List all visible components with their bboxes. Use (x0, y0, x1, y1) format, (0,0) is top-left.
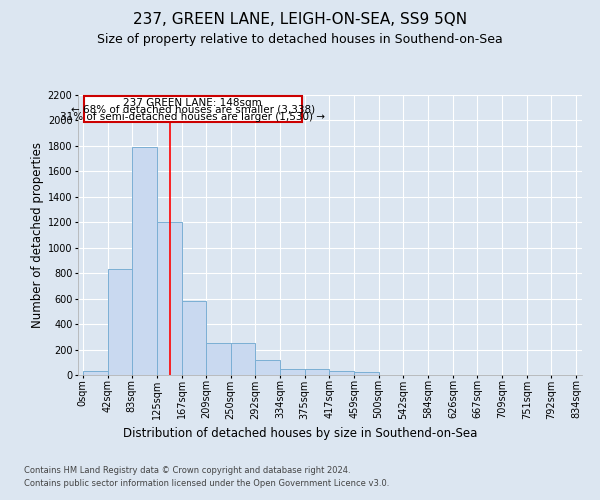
Bar (157, 222, 182, 375)
Text: Contains public sector information licensed under the Open Government Licence v3: Contains public sector information licen… (24, 478, 389, 488)
Bar (182, 301, 206, 375)
Y-axis label: Number of detached properties: Number of detached properties (31, 142, 44, 328)
Bar (206, 342, 231, 375)
Text: 237, GREEN LANE, LEIGH-ON-SEA, SS9 5QN: 237, GREEN LANE, LEIGH-ON-SEA, SS9 5QN (133, 12, 467, 28)
Bar (107, 270, 133, 375)
Bar (230, 342, 256, 375)
Bar (280, 370, 305, 375)
Text: Distribution of detached houses by size in Southend-on-Sea: Distribution of detached houses by size … (123, 428, 477, 440)
FancyBboxPatch shape (84, 96, 302, 122)
Text: Size of property relative to detached houses in Southend-on-Sea: Size of property relative to detached ho… (97, 32, 503, 46)
Bar (83, 371, 107, 375)
Bar (132, 147, 157, 375)
Bar (256, 360, 280, 375)
Text: ← 68% of detached houses are smaller (3,338): ← 68% of detached houses are smaller (3,… (71, 105, 315, 115)
Bar (354, 372, 379, 375)
Bar (329, 371, 354, 375)
Text: Contains HM Land Registry data © Crown copyright and database right 2024.: Contains HM Land Registry data © Crown c… (24, 466, 350, 475)
Text: 237 GREEN LANE: 148sqm: 237 GREEN LANE: 148sqm (124, 98, 262, 108)
Bar (305, 370, 329, 375)
Text: 31% of semi-detached houses are larger (1,530) →: 31% of semi-detached houses are larger (… (60, 112, 325, 122)
